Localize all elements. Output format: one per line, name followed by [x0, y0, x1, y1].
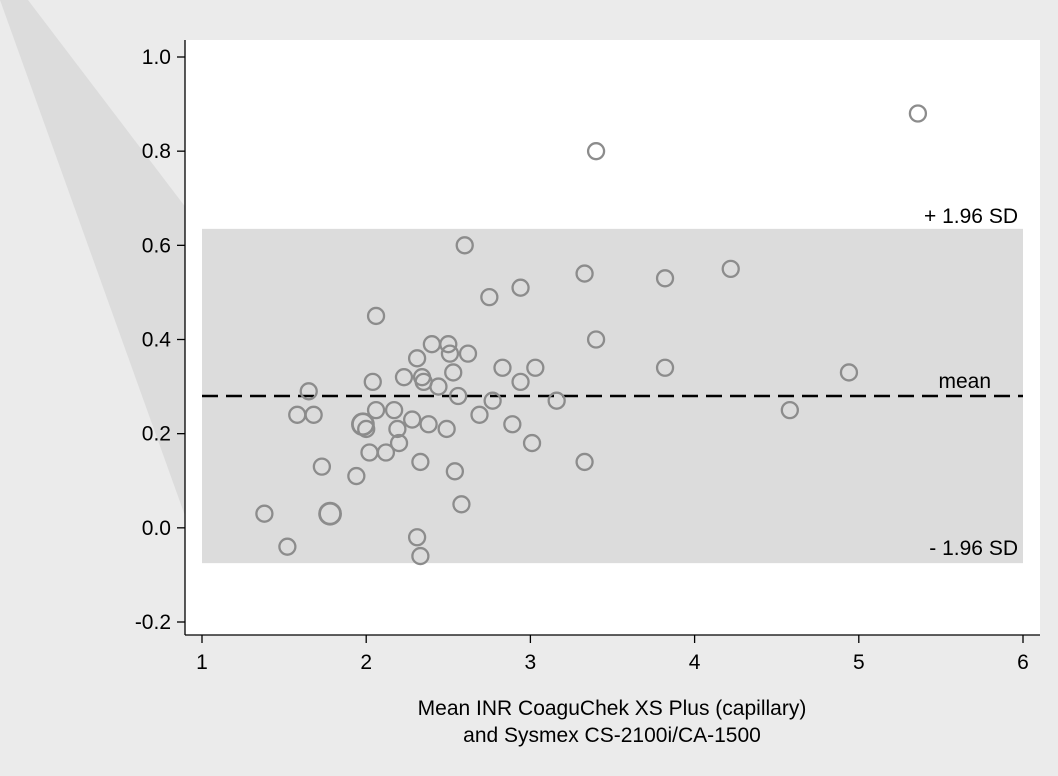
data-point	[480, 287, 499, 307]
x-axis-title-line-2: and Sysmex CS-2100i/CA-1500	[463, 724, 761, 747]
data-point	[522, 433, 542, 453]
data-point	[411, 452, 430, 472]
data-point	[575, 264, 594, 283]
data-point	[394, 368, 414, 387]
data-point	[655, 269, 675, 288]
data-point	[586, 330, 606, 349]
mean-label: mean	[938, 370, 991, 393]
data-point	[503, 415, 522, 434]
data-point	[458, 344, 478, 363]
y-tick-label: 0.8	[142, 140, 171, 163]
x-tick-label: 1	[196, 651, 208, 674]
data-point	[278, 537, 297, 556]
x-axis-title-line-1: Mean INR CoaguChek XS Plus (capillary)	[418, 697, 807, 720]
data-point	[526, 358, 545, 377]
data-point	[389, 433, 409, 453]
data-point	[655, 358, 675, 377]
data-point	[366, 400, 386, 420]
y-tick-label: 0.2	[142, 423, 171, 446]
data-point	[312, 457, 332, 476]
y-tick-label: 0.4	[142, 329, 172, 352]
data-point	[780, 400, 799, 420]
data-point	[511, 278, 530, 297]
data-point	[411, 546, 430, 566]
data-point	[366, 306, 386, 326]
data-point	[388, 419, 407, 439]
data-point	[419, 415, 438, 434]
x-axis: 1 2 3 4 5 6	[196, 635, 1029, 674]
data-point	[449, 386, 468, 406]
data-point	[347, 466, 366, 486]
data-point	[440, 344, 460, 363]
data-point	[455, 236, 474, 255]
data-point	[575, 452, 594, 472]
data-point	[363, 372, 382, 392]
upper-loa-label: + 1.96 SD	[924, 205, 1018, 228]
x-tick-label: 2	[360, 651, 372, 674]
data-point	[493, 358, 512, 377]
data-point	[376, 443, 396, 462]
lower-loa-label: - 1.96 SD	[929, 537, 1018, 560]
loa-band-extension	[0, 0, 202, 564]
y-tick-label: 1.0	[142, 46, 171, 69]
y-tick-label: -0.2	[135, 611, 171, 634]
data-points	[255, 104, 928, 566]
data-point	[439, 335, 458, 354]
data-point	[483, 391, 502, 410]
data-point	[318, 501, 342, 526]
y-tick-label: 0.0	[142, 517, 171, 540]
data-point	[407, 349, 427, 368]
data-point	[839, 363, 859, 382]
data-point	[444, 363, 463, 382]
data-point	[357, 419, 376, 439]
data-point	[403, 410, 422, 429]
y-axis: -0.2 0.0 0.2 0.4 0.6 0.8 1.0	[135, 46, 185, 634]
x-tick-label: 3	[525, 651, 537, 674]
data-point	[429, 377, 448, 396]
data-point	[304, 405, 323, 424]
y-tick-label: 0.6	[142, 234, 171, 257]
data-point	[437, 419, 456, 439]
data-point	[255, 504, 274, 523]
x-tick-label: 5	[853, 651, 865, 674]
data-point	[452, 495, 471, 514]
data-point	[547, 391, 566, 410]
data-point	[721, 259, 740, 279]
data-point	[586, 142, 606, 161]
data-point	[445, 462, 465, 481]
x-tick-label: 4	[689, 651, 701, 674]
data-point	[407, 528, 427, 547]
data-point	[299, 382, 318, 401]
data-point	[470, 405, 489, 424]
data-point	[908, 104, 928, 123]
data-point	[511, 372, 530, 392]
x-tick-label: 6	[1017, 651, 1029, 674]
data-point	[384, 400, 404, 420]
